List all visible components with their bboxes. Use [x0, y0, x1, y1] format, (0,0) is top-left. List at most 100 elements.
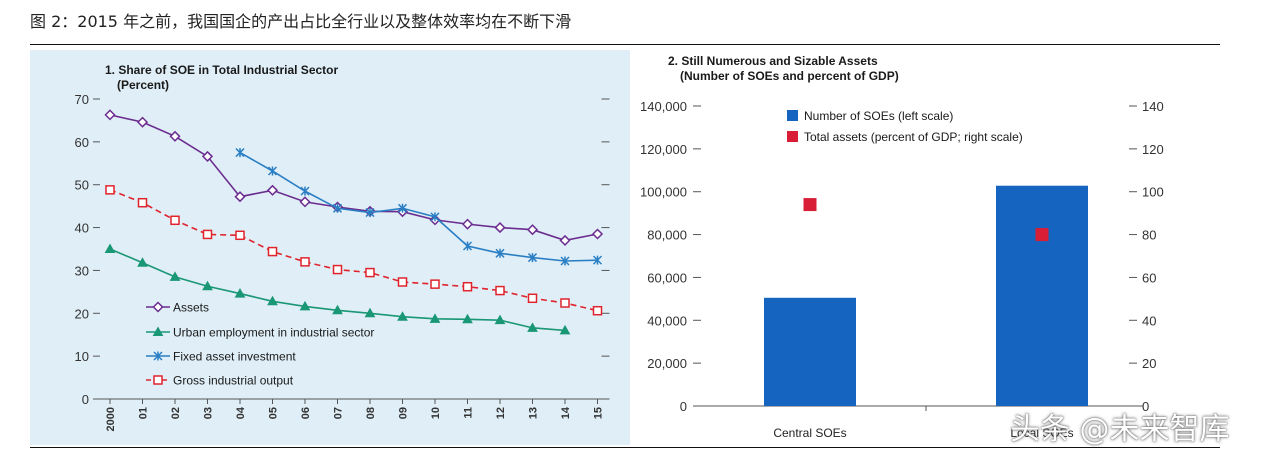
left-y-tick-label: 70: [75, 92, 89, 107]
left-y-tick-label: 60: [75, 135, 89, 150]
legend-label: Assets: [173, 301, 209, 315]
data-point: [495, 285, 505, 296]
legend-marker: [152, 301, 164, 313]
left-scale-label: 60,000: [647, 270, 687, 285]
right-scale-label: 100: [1142, 185, 1164, 200]
left-y-tick-label: 10: [75, 349, 89, 364]
data-point: [365, 208, 375, 218]
top-rule: [30, 44, 1220, 45]
left-x-tick-label: 13: [528, 407, 540, 419]
category-label: Local SOEs: [1010, 426, 1073, 440]
series-line-fixed-asset-investment: [239, 151, 598, 262]
left-chart-title: 1. Share of SOE in Total Industrial Sect…: [105, 63, 338, 77]
left-x-tick-label: 05: [268, 407, 280, 419]
bottom-rule: [30, 447, 1220, 448]
right-chart-subtitle: (Number of SOEs and percent of GDP): [680, 69, 899, 83]
data-point: [560, 256, 570, 266]
data-point: [299, 196, 311, 208]
assets-marker: [1035, 228, 1049, 242]
legend-marker: [153, 351, 163, 361]
left-x-tick-label: 09: [398, 407, 410, 419]
left-x-tick-label: 14: [560, 406, 572, 419]
data-point: [234, 288, 246, 298]
data-point: [462, 281, 473, 292]
data-point: [332, 203, 343, 213]
data-point: [591, 228, 604, 240]
data-point: [365, 267, 375, 278]
left-x-tick-label: 03: [203, 407, 215, 419]
left-y-tick-label: 40: [75, 221, 89, 236]
legend-label: Gross industrial output: [173, 374, 294, 388]
left-y-tick-label: 20: [75, 306, 89, 321]
left-scale-label: 20,000: [647, 356, 687, 371]
data-point: [104, 109, 116, 121]
data-point: [430, 212, 440, 222]
data-point: [105, 185, 115, 195]
left-y-tick-label: 50: [75, 178, 89, 193]
right-scale-label: 40: [1142, 313, 1156, 328]
data-point: [202, 280, 213, 291]
left-chart-subtitle: (Percent): [117, 78, 169, 92]
legend-marker: [152, 326, 164, 336]
data-point: [267, 295, 278, 306]
data-point: [494, 314, 506, 325]
data-point: [136, 116, 149, 128]
left-scale-label: 80,000: [647, 228, 687, 243]
legend-label: Total assets (percent of GDP; right scal…: [804, 130, 1023, 144]
left-x-tick-label: 10: [430, 407, 442, 419]
data-point: [104, 243, 116, 253]
left-scale-label: 140,000: [640, 99, 687, 114]
data-point: [592, 305, 603, 316]
right-scale-label: 60: [1142, 270, 1156, 285]
data-point: [527, 253, 538, 263]
legend-swatch-bar: [787, 110, 798, 121]
data-point: [527, 293, 538, 304]
data-point: [495, 248, 505, 258]
data-point: [169, 130, 181, 142]
data-point: [235, 230, 245, 241]
data-point: [397, 277, 408, 287]
left-x-tick-label: 02: [170, 407, 182, 419]
data-point: [234, 191, 246, 203]
series-line-assets: [109, 114, 598, 242]
left-scale-label: 100,000: [640, 185, 687, 200]
right-chart-title: 2. Still Numerous and Sizable Assets: [668, 54, 878, 68]
data-point: [169, 271, 181, 281]
data-point: [235, 148, 245, 158]
data-point: [462, 241, 473, 251]
left-scale-label: 120,000: [640, 142, 687, 157]
right-scale-label: 20: [1142, 356, 1156, 371]
legend-label: Fixed asset investment: [173, 350, 296, 364]
data-point: [300, 186, 310, 196]
data-point: [202, 229, 213, 240]
data-point: [170, 215, 180, 226]
data-point: [560, 298, 570, 308]
data-point: [559, 234, 571, 246]
left-scale-label: 40,000: [647, 313, 687, 328]
data-point: [266, 184, 279, 196]
category-label: Central SOEs: [773, 426, 846, 440]
data-point: [592, 255, 603, 265]
left-x-tick-label: 12: [495, 407, 507, 419]
data-point: [397, 203, 408, 213]
data-point: [332, 264, 343, 275]
left-x-tick-label: 15: [593, 407, 605, 419]
left-x-tick-label: 01: [138, 407, 150, 419]
left-x-tick-label: 2000: [105, 407, 117, 431]
data-point: [267, 166, 278, 176]
data-point: [526, 224, 539, 236]
right-scale-label: 120: [1142, 142, 1164, 157]
right-scale-label: 140: [1142, 99, 1164, 114]
data-point: [299, 300, 311, 311]
legend-marker: [153, 375, 163, 385]
left-x-tick-label: 06: [300, 407, 312, 419]
data-point: [527, 322, 538, 332]
data-point: [137, 257, 148, 267]
left-x-tick-label: 07: [333, 407, 345, 419]
data-point: [397, 311, 408, 321]
left-y-tick-label: 0: [82, 392, 89, 407]
data-point: [137, 197, 148, 208]
left-x-tick-label: 04: [235, 406, 247, 419]
series-line-gross-industrial-output: [109, 189, 598, 312]
